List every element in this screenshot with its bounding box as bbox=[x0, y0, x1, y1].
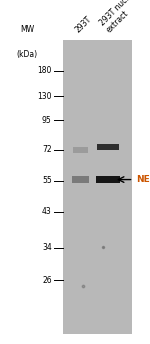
Bar bbox=[96, 176, 120, 183]
Text: 72: 72 bbox=[42, 145, 52, 154]
Text: 26: 26 bbox=[42, 276, 52, 285]
Bar bbox=[97, 144, 119, 150]
Text: 130: 130 bbox=[37, 92, 52, 101]
Bar bbox=[63, 40, 132, 334]
Text: MW: MW bbox=[20, 25, 34, 34]
Text: 95: 95 bbox=[42, 116, 52, 125]
Text: 55: 55 bbox=[42, 176, 52, 185]
Text: (kDa): (kDa) bbox=[16, 50, 38, 59]
Text: 293T: 293T bbox=[74, 14, 94, 34]
Text: 43: 43 bbox=[42, 207, 52, 216]
Text: 293T nuclear
extract: 293T nuclear extract bbox=[98, 0, 147, 34]
Text: NEIL1: NEIL1 bbox=[136, 175, 150, 184]
Bar bbox=[72, 176, 88, 183]
Text: 34: 34 bbox=[42, 243, 52, 252]
Text: 180: 180 bbox=[37, 66, 52, 75]
Bar bbox=[73, 147, 88, 153]
